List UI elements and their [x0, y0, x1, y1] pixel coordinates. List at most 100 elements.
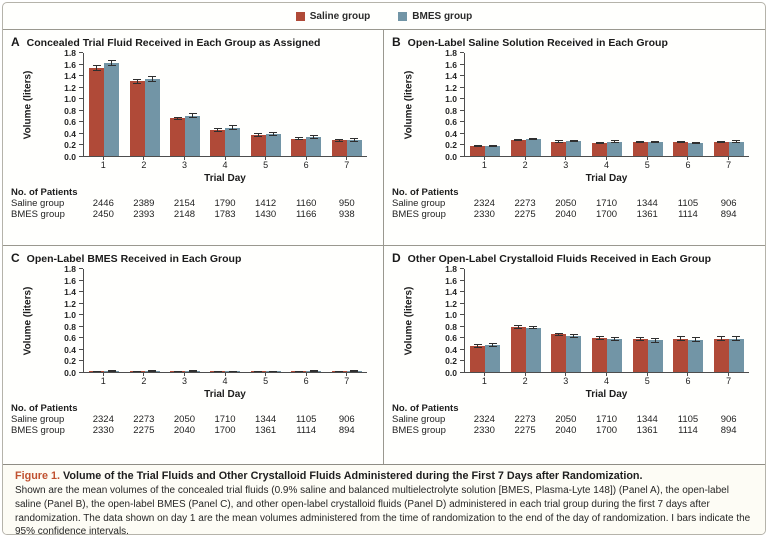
saline-bar-day-4 [210, 128, 226, 156]
error-bar-cap-bottom [335, 371, 344, 372]
y-tick-label: 0.2 [445, 356, 457, 367]
y-tick-mark [79, 144, 83, 146]
table-row: Saline group 2446 2389 2154 1790 1412 1160 950 [11, 197, 367, 210]
x-tick-label: 3 [181, 160, 187, 170]
table-cell: 2040 [173, 425, 196, 437]
table-cell: 2273 [514, 197, 536, 209]
table-cell: 894 [338, 425, 355, 437]
saline-bar-day-3 [551, 332, 567, 372]
saline-bar-day-3 [551, 140, 567, 156]
error-bar-cap-top [188, 113, 197, 115]
caption-title-text: Volume of the Trial Fluids and Other Cry… [63, 470, 643, 482]
y-tick-label: 1.0 [445, 310, 457, 321]
y-tick-mark [79, 325, 83, 327]
error-bar [488, 343, 497, 347]
error-bar-stem [313, 135, 315, 139]
error-bar [636, 141, 645, 144]
bar-group [124, 76, 164, 156]
table-cell: 2324 [92, 413, 114, 425]
error-bar-stem [654, 338, 656, 342]
y-tick-label: 0.6 [445, 117, 457, 128]
table-row: BMES group 2330 2275 2040 1700 1361 1114 894 [11, 425, 367, 437]
error-bar-stem [232, 126, 234, 130]
error-bar-cap-top [691, 337, 700, 339]
error-bar-cap-bottom [569, 141, 578, 143]
table-row-label: Saline group [11, 413, 65, 425]
error-bar-cap-bottom [651, 341, 660, 343]
error-bar-cap-bottom [488, 145, 497, 147]
bar-groups [465, 53, 749, 156]
error-bar [732, 140, 741, 143]
table-cell: 1790 [214, 197, 236, 209]
error-bar-cap-top [350, 370, 359, 371]
x-tick-mark [346, 157, 348, 160]
bar-group [708, 335, 749, 372]
panel-title: B Open-Label Saline Solution Received in … [392, 35, 757, 49]
error-bar-cap-bottom [569, 336, 578, 338]
table-cell: 1412 [255, 197, 277, 209]
x-tick: 6 [286, 373, 327, 387]
table-row: Saline group 2324 2273 2050 1710 1344 1105 906 [392, 413, 749, 426]
error-bar-cap-bottom [269, 371, 278, 372]
y-tick-label: 0.8 [445, 105, 457, 116]
y-axis-label: Volume (liters) [11, 269, 45, 373]
error-bar-cap-top [610, 140, 619, 142]
y-tick-label: 1.2 [64, 298, 76, 309]
x-tick: 5 [627, 157, 668, 171]
y-tick-mark [460, 132, 464, 134]
table-cell: 2273 [514, 413, 536, 425]
x-axis-ticks: 1 2 3 4 5 6 7 [464, 157, 749, 171]
caption-title: Figure 1. Volume of the Trial Fluids and… [15, 470, 753, 482]
y-tick-mark [79, 121, 83, 123]
bmes-bar-day-5 [265, 370, 281, 372]
saline-bar-day-7 [713, 141, 729, 156]
x-tick: 1 [83, 157, 124, 171]
bar-group [165, 113, 205, 156]
y-tick-mark [79, 75, 83, 77]
panel-d: D Other Open-Label Crystalloid Fluids Rec… [384, 246, 765, 464]
x-tick-label: 4 [222, 376, 228, 386]
x-tick: 7 [326, 157, 367, 171]
x-tick: 2 [505, 373, 546, 387]
error-bar-cap-bottom [554, 335, 563, 337]
panel-title-text: Other Open-Label Crystalloid Fluids Rece… [407, 253, 712, 265]
legend-item-bmes: BMES group [398, 11, 472, 22]
error-bar [148, 370, 157, 372]
saline-bar-day-2 [510, 325, 526, 372]
table-cell: 2330 [92, 425, 114, 437]
y-tick-label: 1.8 [64, 48, 76, 58]
error-bar [228, 370, 237, 372]
y-tick-mark [460, 144, 464, 146]
bmes-bar-day-3 [185, 370, 201, 372]
y-tick-mark [79, 268, 83, 269]
error-bar-cap-top [554, 140, 563, 142]
x-tick: 5 [245, 373, 286, 387]
y-tick-label: 1.6 [64, 275, 76, 286]
y-tick-label: 1.6 [445, 275, 457, 286]
x-tick-mark [565, 373, 567, 376]
x-tick-mark [265, 157, 267, 160]
error-bar [554, 332, 563, 337]
bmes-bar-day-5 [647, 337, 663, 372]
error-bar-stem [272, 133, 274, 135]
y-tick-mark [460, 291, 464, 293]
panel-title-text: Concealed Trial Fluid Received in Each G… [26, 37, 321, 49]
table-cell: 2050 [555, 197, 577, 209]
y-tick-label: 1.4 [64, 287, 76, 298]
saline-bar-day-1 [89, 370, 105, 372]
table-cell: 2050 [555, 413, 577, 425]
error-bar-cap-top [148, 370, 157, 371]
error-bar-cap-top [335, 370, 344, 372]
error-bar-cap-top [148, 76, 157, 78]
bar-group [546, 139, 587, 156]
bar-group [84, 60, 124, 156]
bar-group [327, 370, 367, 372]
error-bar-cap-top [488, 144, 497, 146]
error-bar-stem [353, 138, 355, 142]
table-cell: 2154 [173, 197, 196, 209]
error-bar-cap-bottom [188, 116, 197, 118]
table-cell: 894 [720, 209, 737, 221]
y-tick-label: 1.0 [64, 94, 76, 105]
y-axis-ticks: 0.0 0.2 0.4 0.6 0.8 1.0 1.2 1.4 1.6 1.8 [426, 264, 464, 378]
saline-bar-day-1 [470, 344, 486, 372]
